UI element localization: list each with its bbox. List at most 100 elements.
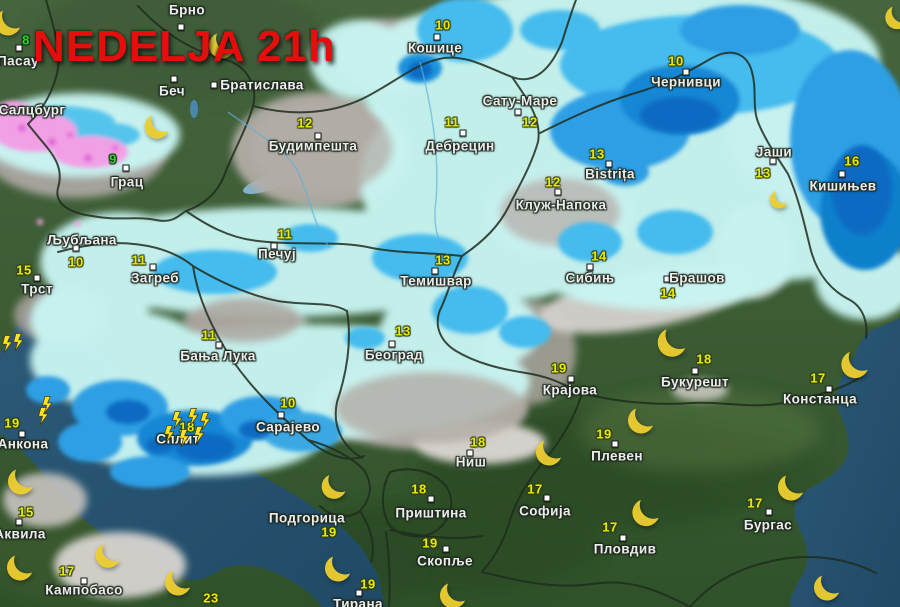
moon-icon	[771, 468, 811, 513]
temperature-label: 11	[201, 327, 217, 343]
temperature-label: 14	[660, 285, 676, 301]
city-dot	[122, 164, 130, 172]
city-dot	[177, 23, 185, 31]
city-label: Аквила	[0, 526, 46, 542]
city-label: Пасау	[0, 53, 39, 69]
city-label: Бања Лука	[180, 348, 256, 364]
city-dot	[663, 275, 671, 283]
city-label: Букурешт	[661, 374, 729, 390]
temperature-label: 13	[395, 323, 411, 339]
city-label: Кампобасо	[45, 582, 123, 598]
city-label: Загреб	[131, 270, 179, 286]
city-label: Сплит	[156, 431, 200, 447]
city-dot	[18, 430, 26, 438]
city-label: Клуж-Напока	[515, 197, 607, 213]
city-dot	[215, 341, 223, 349]
city-dot	[327, 513, 335, 521]
city-dot	[682, 68, 690, 76]
city-dot	[825, 385, 833, 393]
moon-icon	[89, 537, 127, 580]
lightning-icon	[162, 425, 176, 450]
temperature-label: 13	[589, 146, 605, 162]
map-title: NEDELJA 21h	[33, 22, 336, 71]
city-dot	[691, 367, 699, 375]
temperature-label: 19	[360, 576, 376, 592]
city-dot	[769, 157, 777, 165]
city-label: Кишињев	[809, 178, 877, 194]
city-dot	[459, 129, 467, 137]
temperature-label: 15	[16, 262, 32, 278]
moon-icon	[529, 433, 569, 478]
temperature-label: 11	[131, 252, 147, 268]
lightning-icon	[186, 408, 200, 433]
city-label: Братислава	[220, 77, 304, 93]
city-label: Трст	[21, 281, 53, 297]
city-label: Тирана	[333, 596, 383, 607]
city-dot	[170, 75, 178, 83]
city-dot	[586, 263, 594, 271]
temperature-label: 17	[747, 495, 763, 511]
temperature-label: 10	[280, 395, 296, 411]
moon-icon	[621, 401, 661, 446]
city-label: Плевен	[591, 448, 643, 464]
city-dot	[270, 242, 278, 250]
temperature-label: 11	[444, 114, 460, 130]
city-dot	[543, 494, 551, 502]
city-label: Кошице	[407, 40, 463, 56]
temperature-label: 12	[545, 174, 561, 190]
city-label: Bistrița	[585, 166, 635, 182]
city-dot	[605, 160, 613, 168]
city-dot	[15, 518, 23, 526]
city-label: Будимпешта	[268, 138, 358, 154]
moon-icon	[625, 492, 667, 539]
moon-icon	[315, 468, 353, 511]
city-label: Печуј	[258, 246, 296, 262]
temperature-label: 17	[810, 370, 826, 386]
city-label: Љубљана	[47, 232, 117, 248]
moon-icon	[433, 576, 473, 607]
temperature-label: 10	[435, 17, 451, 33]
temperature-label: 19	[596, 426, 612, 442]
temperature-label: 19	[422, 535, 438, 551]
city-dot	[567, 375, 575, 383]
city-dot	[33, 274, 41, 282]
city-label: Салцбург	[0, 102, 66, 118]
city-dot	[72, 244, 80, 252]
city-label: Сарајево	[255, 419, 321, 435]
moon-icon	[0, 3, 28, 48]
city-label: Јаши	[755, 144, 793, 160]
temperature-label: 19	[321, 524, 337, 540]
temperature-label: 17	[527, 481, 543, 497]
city-label: Скопље	[417, 553, 473, 569]
city-label: Анкона	[0, 436, 49, 452]
city-label: Софија	[519, 503, 571, 519]
temperature-label: 18	[470, 434, 486, 450]
temperature-label: 15	[18, 504, 34, 520]
temperature-label: 14	[591, 248, 607, 264]
city-label: Подгорица	[268, 510, 346, 526]
moon-icon	[834, 344, 876, 391]
city-label: Брно	[169, 2, 205, 18]
city-label: Сату-Маре	[482, 93, 558, 109]
city-label: Грац	[110, 174, 144, 190]
city-dot	[277, 411, 285, 419]
city-dot	[838, 170, 846, 178]
city-dot	[433, 33, 441, 41]
lightning-icon	[192, 426, 206, 451]
temperature-label: 19	[551, 360, 567, 376]
city-dot	[149, 263, 157, 271]
lightning-icon	[170, 411, 184, 436]
city-label: Приштина	[395, 505, 467, 521]
temperature-label: 18	[696, 351, 712, 367]
city-dot	[431, 267, 439, 275]
moon-icon	[158, 563, 198, 607]
city-dot	[611, 440, 619, 448]
city-dot	[466, 449, 474, 457]
city-label: Темишвар	[400, 273, 472, 289]
city-label: Крајова	[542, 382, 598, 398]
temperature-label: 18	[411, 481, 427, 497]
moon-icon	[202, 26, 242, 71]
